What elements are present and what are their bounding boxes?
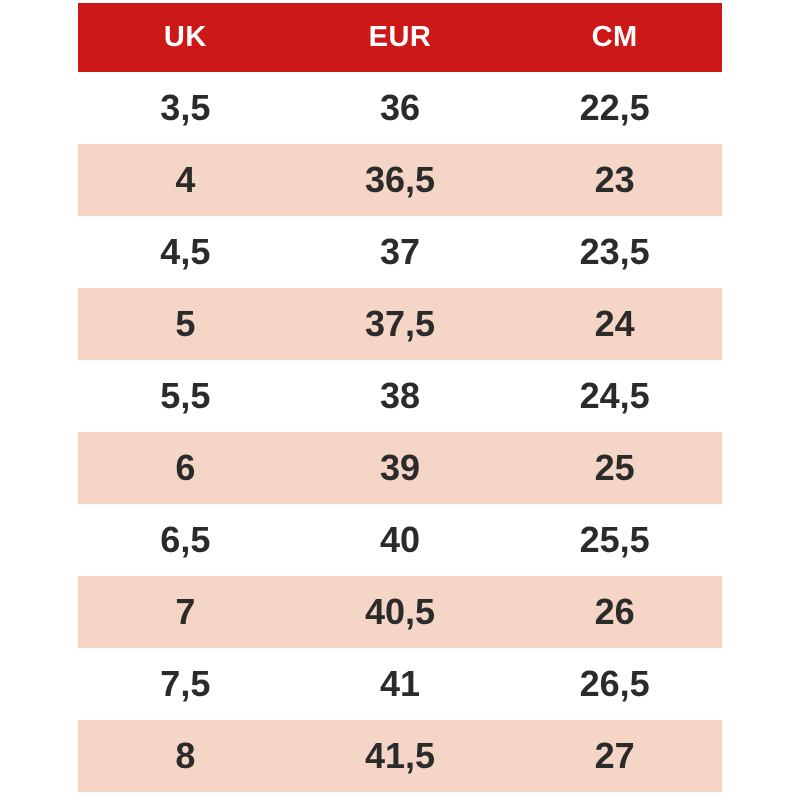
shoe-size-conversion-table: UK EUR CM 3,5 36 22,5 4 36,5 23 4,5 37 2… xyxy=(78,3,722,792)
table-row: 4,5 37 23,5 xyxy=(78,216,722,288)
cell-cm: 23 xyxy=(507,144,722,216)
table-row: 4 36,5 23 xyxy=(78,144,722,216)
cell-uk: 4,5 xyxy=(78,216,293,288)
table-row: 7,5 41 26,5 xyxy=(78,648,722,720)
cell-cm: 26 xyxy=(507,576,722,648)
cell-eur: 40 xyxy=(292,504,508,576)
column-header-eur: EUR xyxy=(292,3,508,72)
table-row: 8 41,5 27 xyxy=(78,720,722,792)
cell-uk: 8 xyxy=(78,720,293,792)
cell-eur: 40,5 xyxy=(292,576,508,648)
cell-uk: 5,5 xyxy=(78,360,293,432)
cell-uk: 4 xyxy=(78,144,293,216)
cell-cm: 26,5 xyxy=(507,648,722,720)
cell-cm: 24,5 xyxy=(507,360,722,432)
cell-eur: 39 xyxy=(292,432,508,504)
table-row: 5,5 38 24,5 xyxy=(78,360,722,432)
cell-eur: 37 xyxy=(292,216,508,288)
table-row: 7 40,5 26 xyxy=(78,576,722,648)
cell-cm: 23,5 xyxy=(507,216,722,288)
table-row: 3,5 36 22,5 xyxy=(78,72,722,144)
cell-eur: 38 xyxy=(292,360,508,432)
column-header-cm: CM xyxy=(507,3,722,72)
cell-cm: 24 xyxy=(507,288,722,360)
cell-eur: 36 xyxy=(292,72,508,144)
cell-uk: 3,5 xyxy=(78,72,293,144)
cell-eur: 41,5 xyxy=(292,720,508,792)
cell-cm: 22,5 xyxy=(507,72,722,144)
table-row: 6 39 25 xyxy=(78,432,722,504)
table-row: 6,5 40 25,5 xyxy=(78,504,722,576)
cell-cm: 27 xyxy=(507,720,722,792)
header-row: UK EUR CM xyxy=(78,3,722,72)
cell-uk: 5 xyxy=(78,288,293,360)
cell-cm: 25 xyxy=(507,432,722,504)
cell-eur: 37,5 xyxy=(292,288,508,360)
column-header-uk: UK xyxy=(78,3,293,72)
cell-uk: 7,5 xyxy=(78,648,293,720)
cell-uk: 7 xyxy=(78,576,293,648)
cell-cm: 25,5 xyxy=(507,504,722,576)
cell-uk: 6 xyxy=(78,432,293,504)
cell-uk: 6,5 xyxy=(78,504,293,576)
cell-eur: 41 xyxy=(292,648,508,720)
cell-eur: 36,5 xyxy=(292,144,508,216)
table-row: 5 37,5 24 xyxy=(78,288,722,360)
